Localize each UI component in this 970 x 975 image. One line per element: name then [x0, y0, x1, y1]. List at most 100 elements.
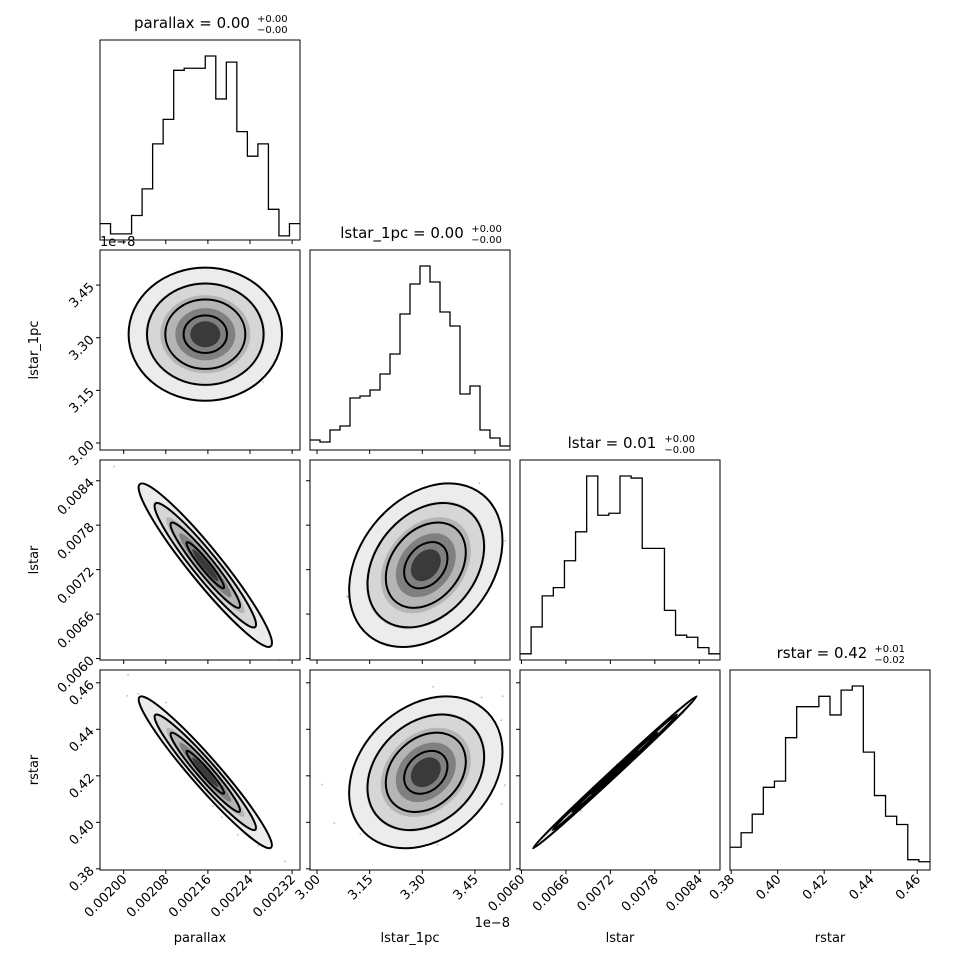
contour-level: [146, 282, 265, 386]
axes-parallax-vs-lstar: [99, 459, 301, 661]
title-sup: +0.00: [471, 224, 502, 235]
sample-point: [469, 456, 471, 458]
title-sub: −0.02: [874, 655, 905, 666]
y-tick-label: 0.38: [67, 864, 98, 895]
panel-lstar_1pc-vs-lstar-samples: [346, 456, 579, 647]
axes-hist-rstar: [729, 669, 931, 871]
contour-layer: [127, 266, 698, 850]
panel-lstar-vs-rstar-contours: [532, 695, 698, 850]
sample-point: [503, 784, 506, 787]
sample-point: [346, 595, 349, 598]
contour-level: [590, 749, 639, 795]
x-axis-label-lstar: lstar: [606, 931, 635, 946]
axes-lstar_1pc-vs-rstar: [309, 669, 511, 871]
x-tick-label: 0.0066: [530, 872, 573, 915]
x-tick-label: 0.00224: [208, 872, 257, 921]
y-axis-label-lstar_1pc: lstar_1pc: [27, 321, 42, 380]
sample-point: [436, 843, 439, 846]
y-tick-label: 3.15: [67, 385, 98, 416]
sample-point: [480, 696, 483, 699]
sample-point: [220, 816, 223, 819]
y-tick-label: 0.0066: [55, 609, 98, 652]
y-tick-label: 0.42: [67, 771, 98, 802]
density-layer: [113, 267, 697, 881]
x-axis-label-parallax: parallax: [174, 931, 227, 946]
sample-point: [126, 694, 129, 697]
title-main: rstar = 0.42: [777, 644, 868, 662]
x-tick-label: 0.38: [707, 872, 738, 903]
sample-point: [137, 693, 140, 695]
x-tick-label: 3.45: [451, 872, 482, 903]
title-sup: +0.01: [874, 644, 905, 655]
sample-point: [257, 844, 260, 847]
sample-point: [211, 805, 214, 808]
sample-point: [311, 309, 313, 311]
sample-point: [333, 822, 336, 825]
sample-point: [478, 482, 481, 485]
y-tick-label: 3.30: [67, 333, 98, 364]
x-tick-label: 0.00216: [166, 872, 215, 921]
panel-lstar_1pc-vs-rstar-samples: [320, 685, 510, 849]
sample-point: [359, 833, 362, 836]
x-tick-label: 3.15: [345, 872, 376, 903]
axes-hist-lstar: [519, 459, 721, 661]
density-level: [410, 757, 441, 788]
title-lstar: lstar = 0.01 +0.00−0.00: [568, 434, 695, 456]
sample-point: [500, 803, 503, 806]
sample-point: [577, 597, 579, 599]
contour-level: [348, 695, 504, 850]
x-tick-label: 0.42: [800, 872, 831, 903]
panel-parallax-vs-lstar_1pc-samples: [128, 267, 313, 401]
contour-level: [169, 521, 242, 609]
x-tick-label: 0.44: [846, 872, 877, 903]
contour-level: [164, 298, 247, 370]
x-axis-label-lstar_1pc: lstar_1pc: [381, 931, 440, 946]
axes-lstar_1pc-vs-lstar: [309, 459, 511, 661]
title-rstar: rstar = 0.42 +0.01−0.02: [777, 644, 905, 666]
x-tick-label: 0.0072: [574, 872, 617, 915]
y-tick-label: 3.00: [67, 438, 98, 469]
x-tick-label: 0.00232: [250, 872, 299, 921]
contour-level: [137, 482, 273, 648]
panel-lstar_1pc-vs-rstar-contours: [348, 695, 504, 850]
y-offset-label: 1e−8: [100, 235, 135, 250]
axes-frames: [99, 39, 931, 871]
density-level: [410, 549, 441, 582]
title-lstar_1pc: lstar_1pc = 0.00 +0.00−0.00: [340, 224, 502, 246]
x-tick-label: 0.0084: [663, 872, 706, 915]
sample-point: [113, 465, 115, 468]
axes-hist-lstar_1pc: [309, 249, 511, 451]
density-level: [192, 549, 219, 582]
contour-level: [153, 501, 258, 629]
x-tick-label: 0.46: [893, 872, 924, 903]
contour-level: [348, 482, 504, 648]
title-sup: +0.00: [257, 14, 288, 25]
x-tick-label: 0.00208: [124, 872, 173, 921]
title-main: lstar = 0.01: [568, 434, 657, 452]
panel-parallax-vs-lstar-samples: [113, 465, 281, 660]
y-tick-label: 0.44: [67, 724, 98, 755]
y-tick-label: 0.0072: [55, 565, 98, 608]
contour-level: [403, 749, 449, 795]
sample-point: [501, 879, 503, 881]
title-parallax: parallax = 0.00 +0.00−0.00: [134, 14, 288, 36]
contour-level: [182, 314, 229, 355]
panel-lstar_1pc-vs-lstar-contours: [348, 482, 504, 648]
x-axis-label-rstar: rstar: [815, 931, 846, 946]
sample-point: [262, 381, 264, 384]
y-tick-label: 0.0084: [55, 476, 98, 519]
histogram-parallax: [100, 55, 300, 237]
histogram-lstar: [520, 475, 720, 655]
panel-parallax-vs-lstar_1pc-contours: [127, 266, 283, 402]
sample-point: [236, 833, 239, 836]
axes-hist-parallax: [99, 39, 301, 241]
sample-point: [504, 539, 507, 542]
contour-level: [169, 731, 242, 813]
panel-parallax-vs-rstar-samples: [126, 673, 286, 863]
x-tick-label: 3.00: [293, 872, 324, 903]
x-offset-label: 1e−8: [475, 916, 510, 931]
y-axis-label-lstar: lstar: [27, 545, 42, 574]
axes-parallax-vs-rstar: [99, 669, 301, 871]
x-tick-label: 3.30: [398, 872, 429, 903]
